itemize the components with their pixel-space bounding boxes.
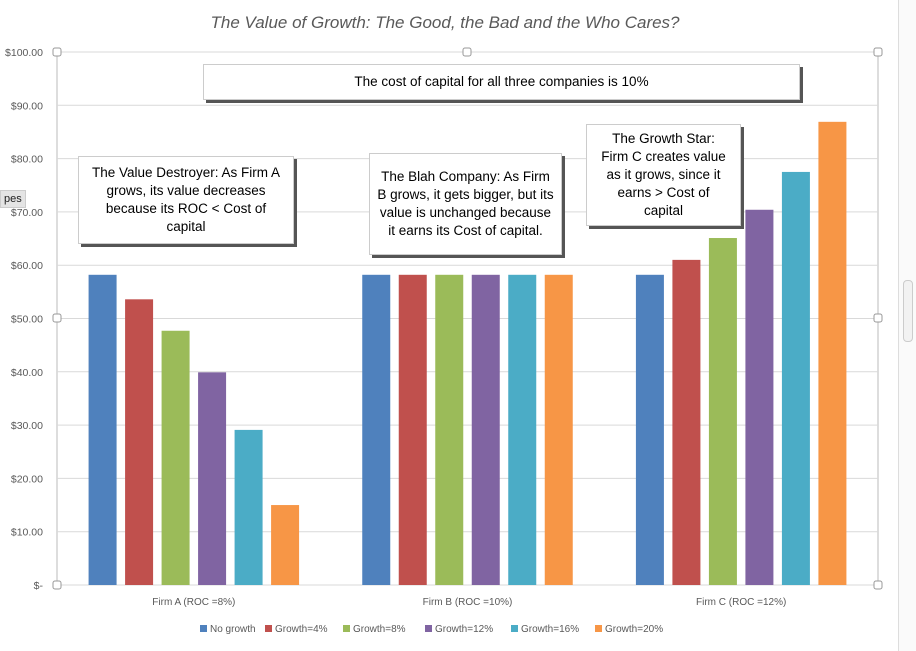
legend-label-5: Growth=20%: [605, 624, 663, 635]
scrollbar-thumb[interactable]: [903, 280, 913, 342]
bar-1-2: [435, 274, 464, 585]
y-tick-label: $30.00: [11, 420, 43, 432]
annotation-firm-b[interactable]: The Blah Company: As Firm B grows, it ge…: [369, 153, 562, 255]
annotation-firm-c[interactable]: The Growth Star: Firm C creates value as…: [586, 124, 741, 226]
bar-0-4: [234, 429, 263, 585]
legend-label-0: No growth: [210, 624, 256, 635]
legend-swatch-3: [425, 625, 432, 632]
legend-swatch-2: [343, 625, 350, 632]
bar-2-0: [635, 274, 664, 585]
y-tick-label: $40.00: [11, 367, 43, 379]
resize-handle: [52, 47, 62, 57]
resize-handle: [873, 313, 883, 323]
legend-label-3: Growth=12%: [435, 624, 493, 635]
resize-handle: [873, 47, 883, 57]
bar-2-5: [818, 121, 847, 585]
y-tick-label: $100.00: [5, 47, 43, 59]
bar-1-3: [471, 274, 500, 585]
bar-0-0: [88, 274, 117, 585]
resize-handle: [462, 47, 472, 57]
vertical-scrollbar[interactable]: [898, 0, 916, 651]
resize-handle: [52, 313, 62, 323]
bar-1-4: [508, 274, 537, 585]
y-tick-label: $70.00: [11, 207, 43, 219]
resize-handle: [52, 580, 62, 590]
bar-1-5: [544, 274, 573, 585]
legend-label-2: Growth=8%: [353, 624, 406, 635]
x-tick-label: Firm C (ROC =12%): [696, 597, 786, 608]
bar-1-0: [362, 274, 391, 585]
annotation-firm-a[interactable]: The Value Destroyer: As Firm A grows, it…: [78, 156, 294, 244]
y-tick-label: $10.00: [11, 527, 43, 539]
bar-0-3: [198, 372, 227, 585]
annotation-cost-of-capital[interactable]: The cost of capital for all three compan…: [203, 64, 800, 100]
y-tick-label: $-: [34, 580, 44, 592]
x-tick-label: Firm B (ROC =10%): [423, 597, 513, 608]
legend-swatch-5: [595, 625, 602, 632]
y-tick-label: $90.00: [11, 100, 43, 112]
bar-2-4: [781, 171, 810, 586]
bar-0-1: [125, 299, 154, 585]
y-tick-label: $80.00: [11, 154, 43, 166]
legend-swatch-1: [265, 625, 272, 632]
bar-1-1: [398, 274, 427, 585]
y-tick-label: $50.00: [11, 314, 43, 326]
x-tick-label: Firm A (ROC =8%): [152, 597, 235, 608]
y-tick-label: $60.00: [11, 260, 43, 272]
y-tick-label: $20.00: [11, 473, 43, 485]
bar-0-2: [161, 330, 190, 585]
tooltip: pes: [0, 190, 26, 208]
bar-2-2: [708, 238, 737, 585]
legend-swatch-0: [200, 625, 207, 632]
chart-title: The Value of Growth: The Good, the Bad a…: [210, 13, 680, 32]
legend-label-1: Growth=4%: [275, 624, 328, 635]
legend-swatch-4: [511, 625, 518, 632]
legend-label-4: Growth=16%: [521, 624, 579, 635]
bar-2-1: [672, 259, 701, 585]
bar-2-3: [745, 209, 774, 585]
resize-handle: [873, 580, 883, 590]
bar-0-5: [271, 505, 300, 585]
